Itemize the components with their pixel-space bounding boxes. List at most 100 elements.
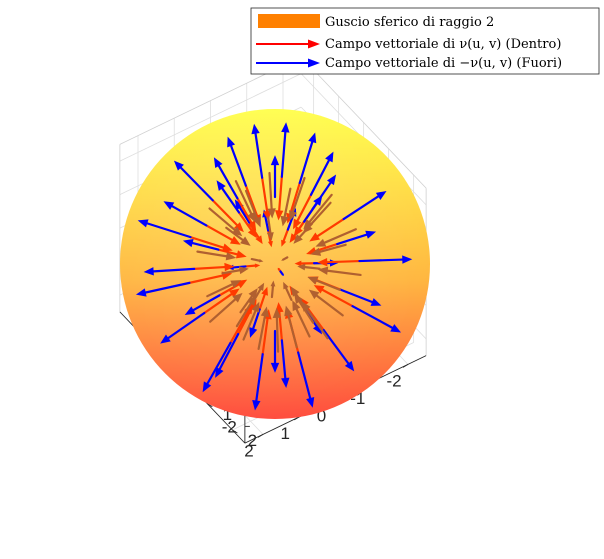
x-tick-mark [232,429,238,434]
y-tick-label: 1 [281,424,290,443]
inward-arrow-head [230,280,242,289]
outward-arrow-head [137,219,149,228]
inward-arrow [298,222,313,238]
inward-arrow-head [292,300,301,312]
inward-arrow-head [277,267,280,270]
inward-arrow-head [297,263,306,271]
inward-arrow [303,266,321,270]
outward-arrow-head [325,151,334,163]
outward-arrow [217,164,239,200]
inward-arrow [284,287,293,301]
inward-arrow [282,256,289,261]
inward-arrow-head [261,286,268,296]
inward-arrow-head [293,234,303,244]
inward-arrow [308,201,332,228]
inward-arrow [267,216,272,234]
inward-arrow [189,236,225,249]
inward-arrow-head [283,281,289,290]
inward-arrow [258,293,266,311]
outward-arrow-head [182,238,194,248]
inward-arrow-head [254,263,261,268]
outward-arrow [179,166,214,202]
inward-arrow [217,248,239,256]
inward-arrow [326,259,361,264]
legend-swatch-outward-head [308,58,320,68]
outward-arrow [336,233,368,246]
inward-arrow [188,274,224,284]
outward-arrow [309,159,330,196]
inward-arrow [203,293,233,315]
inward-arrow-head [221,243,233,252]
outward-arrow-head [173,160,184,171]
inward-arrow-head [310,247,322,256]
inward-arrow [236,197,253,224]
inward-arrow [326,269,362,277]
inward-arrow-head [232,292,243,303]
outward-arrow-head [213,157,223,169]
inward-arrow-head [294,293,304,304]
outward-arrow-head [202,381,212,393]
inward-arrow-head [270,280,276,287]
inward-arrow-head [272,307,282,318]
inward-arrow-head [258,258,264,263]
inward-arrow [291,176,306,213]
inward-arrow-head [317,266,329,275]
inward-arrow [308,193,333,223]
inward-arrow [208,207,236,231]
y-tick-label: 0 [317,406,326,425]
inward-arrow-head [231,226,243,237]
outward-arrow-head [344,360,355,372]
outward-arrow-head [184,306,196,315]
inward-arrow-head [229,288,240,298]
inward-arrow [318,243,347,253]
outward-arrow [192,294,221,312]
inward-arrow-head [281,258,284,261]
outward-arrow-head [313,195,323,206]
inward-arrow [305,308,329,340]
inward-arrow [278,175,283,212]
inward-arrow [287,314,298,349]
inward-arrow-head [281,239,287,247]
outward-arrow [255,353,264,402]
inward-arrow [315,294,344,317]
inward-arrow [239,295,254,314]
outward-arrow [218,332,240,371]
inward-arrow [293,220,306,237]
inward-arrow [221,269,241,275]
inward-arrow-head [225,252,237,261]
outward-arrow-head [375,190,387,200]
outward-arrow-head [215,367,224,378]
inward-arrow [209,298,237,323]
legend-label-inward: Campo vettoriale di ν(u, v) (Dentro) [325,37,561,52]
inward-arrow [252,288,262,303]
sphere-surface [120,109,430,419]
inward-arrow [205,224,234,241]
inward-arrow-head [233,222,244,233]
outward-arrow-head [135,288,147,297]
outward-arrow-head [270,362,280,373]
inward-arrow [321,288,354,308]
outward-arrow [230,144,247,187]
inward-arrow [275,316,280,353]
outward-arrow [297,351,312,400]
outward-arrow [146,222,192,239]
inward-arrow [268,171,273,210]
inward-arrow-head [247,227,258,239]
y-tick-mark [402,363,409,368]
inward-arrow-head [240,236,251,246]
outward-arrow [167,311,206,340]
inward-arrow [237,211,253,232]
y-tick-mark [257,433,264,438]
inward-arrow-head [308,289,320,300]
outward-arrow-head [390,324,402,333]
inward-arrow [296,193,313,222]
inward-arrow-head [275,210,284,221]
inward-arrow-head [289,210,297,222]
x-tick-mark [207,403,213,408]
outward-arrow [303,202,318,223]
y-tick-label: -2 [386,371,401,390]
inward-arrow-head [267,208,276,219]
outward-arrow-head [281,377,290,388]
outward-arrow [339,288,374,304]
